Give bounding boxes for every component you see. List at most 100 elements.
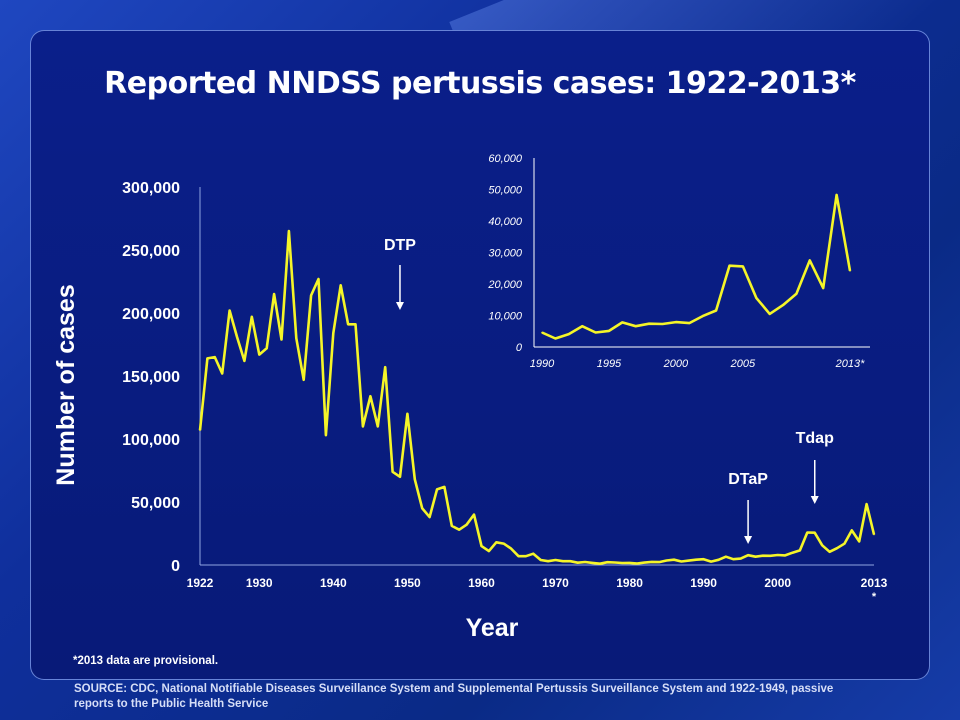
inset-x-tick-label: 2005 — [730, 358, 756, 370]
data-point — [680, 560, 683, 563]
data-point — [821, 544, 823, 547]
data-point — [280, 338, 283, 341]
data-point — [828, 550, 831, 553]
data-point — [258, 353, 261, 356]
data-point — [451, 525, 453, 527]
inset-x-tick-label: 2013* — [835, 358, 865, 370]
data-point — [621, 562, 623, 564]
inset-data-point — [849, 269, 851, 272]
data-point — [784, 554, 786, 557]
x-tick-label: 2013 — [861, 576, 888, 590]
data-point — [754, 555, 757, 558]
page-title: Reported NNDSS pertussis cases: 1922-201… — [104, 66, 856, 101]
data-point — [554, 559, 557, 561]
data-point — [643, 561, 646, 564]
inset-data-point — [835, 194, 838, 196]
data-point — [391, 470, 394, 473]
inset-data-point — [675, 321, 677, 323]
data-point — [339, 284, 342, 287]
data-point — [362, 425, 364, 428]
inset-y-tick-label: 50,000 — [488, 185, 523, 197]
data-point — [332, 332, 335, 334]
series-line-cases — [198, 229, 876, 565]
inset-data-point — [688, 322, 691, 324]
data-point — [317, 278, 320, 280]
data-point — [488, 550, 490, 552]
data-point — [732, 558, 735, 561]
data-point — [806, 531, 809, 534]
data-point — [747, 554, 749, 556]
inset-data-point — [701, 315, 704, 317]
y-tick-label: 150,000 — [122, 369, 180, 386]
data-point — [473, 513, 475, 516]
data-point — [265, 347, 268, 350]
chart-panel — [30, 30, 930, 680]
data-point — [443, 486, 446, 488]
data-point — [421, 507, 423, 510]
data-point — [628, 562, 631, 564]
inset-data-point — [661, 323, 664, 325]
inset-y-tick-label: 30,000 — [488, 248, 523, 260]
data-point — [562, 560, 564, 563]
data-point — [695, 558, 698, 561]
data-point — [569, 560, 572, 563]
annotation-tdap-arrowhead — [810, 496, 819, 504]
data-point — [658, 561, 661, 563]
data-point — [710, 560, 712, 563]
data-point — [228, 309, 231, 312]
data-point — [214, 356, 216, 358]
data-point — [599, 562, 601, 565]
data-point — [384, 366, 386, 368]
data-point — [325, 434, 327, 437]
data-point — [399, 476, 401, 478]
annotation-tdap-label: Tdap — [796, 430, 834, 447]
data-point — [688, 559, 690, 562]
data-point — [725, 555, 727, 558]
inset-data-point — [648, 322, 650, 325]
data-point — [873, 533, 875, 536]
inset-data-point — [608, 330, 610, 332]
data-point — [813, 531, 816, 534]
data-point — [776, 554, 779, 556]
inset-y-tick-label: 40,000 — [488, 216, 523, 228]
data-point — [858, 540, 860, 543]
data-point — [295, 337, 298, 340]
x-tick-label: 1970 — [542, 576, 569, 590]
data-point — [673, 558, 675, 561]
data-point — [206, 357, 209, 360]
data-point — [413, 478, 416, 481]
inset-data-point — [594, 331, 597, 334]
inset-data-point — [567, 333, 570, 335]
x-tick-label: 1980 — [616, 576, 643, 590]
data-point — [288, 230, 290, 232]
data-point — [865, 503, 868, 505]
y-tick-label: 200,000 — [122, 306, 180, 323]
data-point — [532, 552, 535, 555]
data-point — [591, 562, 594, 564]
data-point — [606, 561, 609, 564]
data-point — [636, 562, 638, 565]
inset-data-point — [715, 309, 717, 312]
x-tick-label: 1950 — [394, 576, 421, 590]
data-point — [547, 560, 549, 563]
inset-data-point — [822, 287, 825, 289]
data-point — [791, 551, 794, 554]
data-point — [310, 294, 312, 297]
data-point — [221, 372, 224, 375]
x-tick-label: 1930 — [246, 576, 273, 590]
data-point — [251, 315, 253, 318]
data-point — [376, 425, 379, 428]
data-point — [539, 559, 542, 561]
data-point — [651, 561, 653, 563]
inset-data-point — [755, 297, 758, 299]
data-point — [458, 528, 461, 531]
inset-y-tick-label: 60,000 — [488, 153, 523, 165]
x-tick-label: 1990 — [690, 576, 717, 590]
data-point — [799, 549, 801, 552]
data-point — [369, 395, 372, 397]
x-tick-label: 1922 — [187, 576, 214, 590]
inset-series-line — [541, 193, 852, 340]
inset-data-point — [795, 292, 798, 295]
data-point — [465, 523, 468, 526]
